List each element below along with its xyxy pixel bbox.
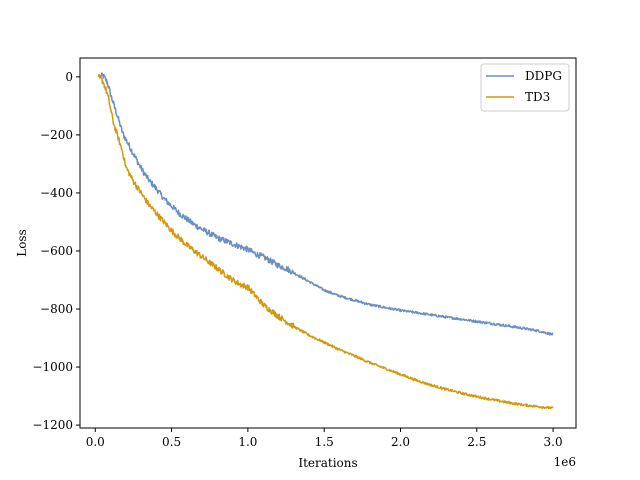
legend-label-ddpg: DDPG xyxy=(525,69,562,83)
y-tick-label: −1200 xyxy=(32,418,73,432)
series-line-ddpg xyxy=(99,72,554,336)
y-tick-label: −800 xyxy=(40,302,73,316)
y-axis-label: Loss xyxy=(15,229,29,257)
legend-label-td3: TD3 xyxy=(525,90,550,104)
x-tick-label: 2.5 xyxy=(467,435,486,449)
x-tick-label: 0.0 xyxy=(86,435,105,449)
series-line-td3 xyxy=(97,73,554,410)
y-tick-label: −200 xyxy=(40,128,73,142)
plot-frame xyxy=(79,57,577,429)
x-tick-label: 2.0 xyxy=(391,435,410,449)
legend: DDPG TD3 xyxy=(480,63,570,112)
x-tick-label: 1.0 xyxy=(238,435,257,449)
x-tick-label: 1.5 xyxy=(315,435,334,449)
y-tick-label: −1000 xyxy=(32,360,73,374)
series-layer xyxy=(97,72,554,410)
x-offset-label: 1e6 xyxy=(554,455,576,469)
x-tick-label: 3.0 xyxy=(544,435,563,449)
x-axis-label: Iterations xyxy=(298,456,357,470)
y-tick-label: −400 xyxy=(40,186,73,200)
y-tick-label: 0 xyxy=(65,70,73,84)
y-tick-label: −600 xyxy=(40,244,73,258)
ticks-layer: 0.0 0.5 1.0 1.5 2.0 2.5 3.0 0 −200 −400 −600 −800 −1… xyxy=(32,70,562,449)
x-tick-label: 0.5 xyxy=(162,435,181,449)
